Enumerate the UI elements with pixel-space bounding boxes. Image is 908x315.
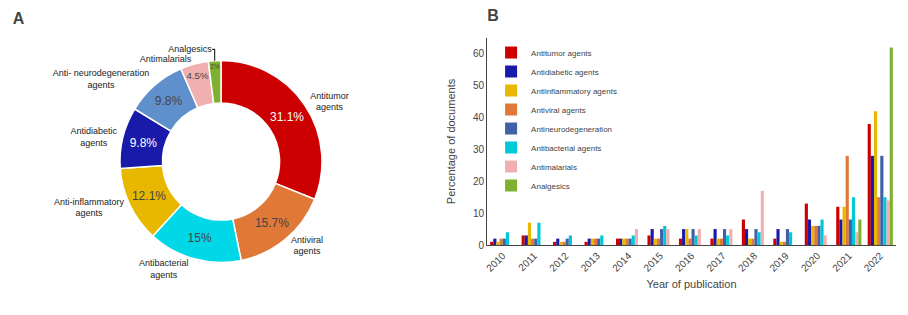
svg-text:9.8%: 9.8% xyxy=(155,94,183,108)
svg-text:Antitumoragents: Antitumoragents xyxy=(310,91,349,113)
svg-text:Antidiabeticagents: Antidiabeticagents xyxy=(70,126,117,148)
svg-text:Analgesics: Analgesics xyxy=(168,44,212,54)
svg-text:15%: 15% xyxy=(188,231,212,245)
svg-text:2010: 2010 xyxy=(484,250,508,274)
svg-text:12.1%: 12.1% xyxy=(132,189,166,203)
svg-text:2018: 2018 xyxy=(736,250,760,274)
svg-text:Year of publication: Year of publication xyxy=(646,278,736,290)
svg-text:Antidiabetic agents: Antidiabetic agents xyxy=(531,68,599,77)
svg-text:2012: 2012 xyxy=(547,250,571,274)
svg-text:60: 60 xyxy=(473,48,485,59)
svg-text:2022: 2022 xyxy=(862,250,886,274)
svg-text:Antitumor agents: Antitumor agents xyxy=(531,49,591,58)
svg-text:40: 40 xyxy=(473,112,485,123)
svg-text:50: 50 xyxy=(473,80,485,91)
svg-text:Anti- neurodegenerationagents: Anti- neurodegenerationagents xyxy=(53,68,150,90)
svg-text:Antineurodegeneration: Antineurodegeneration xyxy=(531,125,612,134)
svg-text:20: 20 xyxy=(473,176,485,187)
svg-text:10: 10 xyxy=(473,208,485,219)
svg-text:4.5%: 4.5% xyxy=(187,70,209,81)
svg-text:2021: 2021 xyxy=(830,250,854,274)
svg-text:Antiviral agents: Antiviral agents xyxy=(531,106,586,115)
svg-text:B: B xyxy=(487,7,499,24)
svg-text:Antibacterial agents: Antibacterial agents xyxy=(531,144,601,153)
svg-text:0: 0 xyxy=(478,240,484,251)
svg-text:2013: 2013 xyxy=(579,250,603,274)
svg-text:2017: 2017 xyxy=(704,250,728,274)
svg-text:2011: 2011 xyxy=(516,250,539,273)
svg-text:Analgesics: Analgesics xyxy=(531,182,570,191)
svg-text:2020: 2020 xyxy=(799,250,823,274)
svg-text:30: 30 xyxy=(473,144,485,155)
svg-text:Antiinflammatory agents: Antiinflammatory agents xyxy=(531,87,617,96)
svg-text:2014: 2014 xyxy=(610,250,634,274)
svg-text:Antimalarials: Antimalarials xyxy=(140,54,192,64)
svg-text:2%: 2% xyxy=(210,63,220,70)
svg-text:2015: 2015 xyxy=(641,250,665,274)
svg-text:Antimalarials: Antimalarials xyxy=(531,163,577,172)
svg-text:A: A xyxy=(13,10,25,27)
svg-text:15.7%: 15.7% xyxy=(255,216,289,230)
svg-text:2016: 2016 xyxy=(673,250,697,274)
svg-text:31.1%: 31.1% xyxy=(270,110,304,124)
svg-text:9.8%: 9.8% xyxy=(130,136,158,150)
svg-text:Antiviralagents: Antiviralagents xyxy=(291,235,323,257)
svg-text:Antibacterialagents: Antibacterialagents xyxy=(139,258,189,280)
svg-text:2019: 2019 xyxy=(767,250,791,274)
svg-text:Percentage of documents: Percentage of documents xyxy=(445,78,457,204)
svg-text:Anti-inflammatoryagents: Anti-inflammatoryagents xyxy=(54,197,125,219)
